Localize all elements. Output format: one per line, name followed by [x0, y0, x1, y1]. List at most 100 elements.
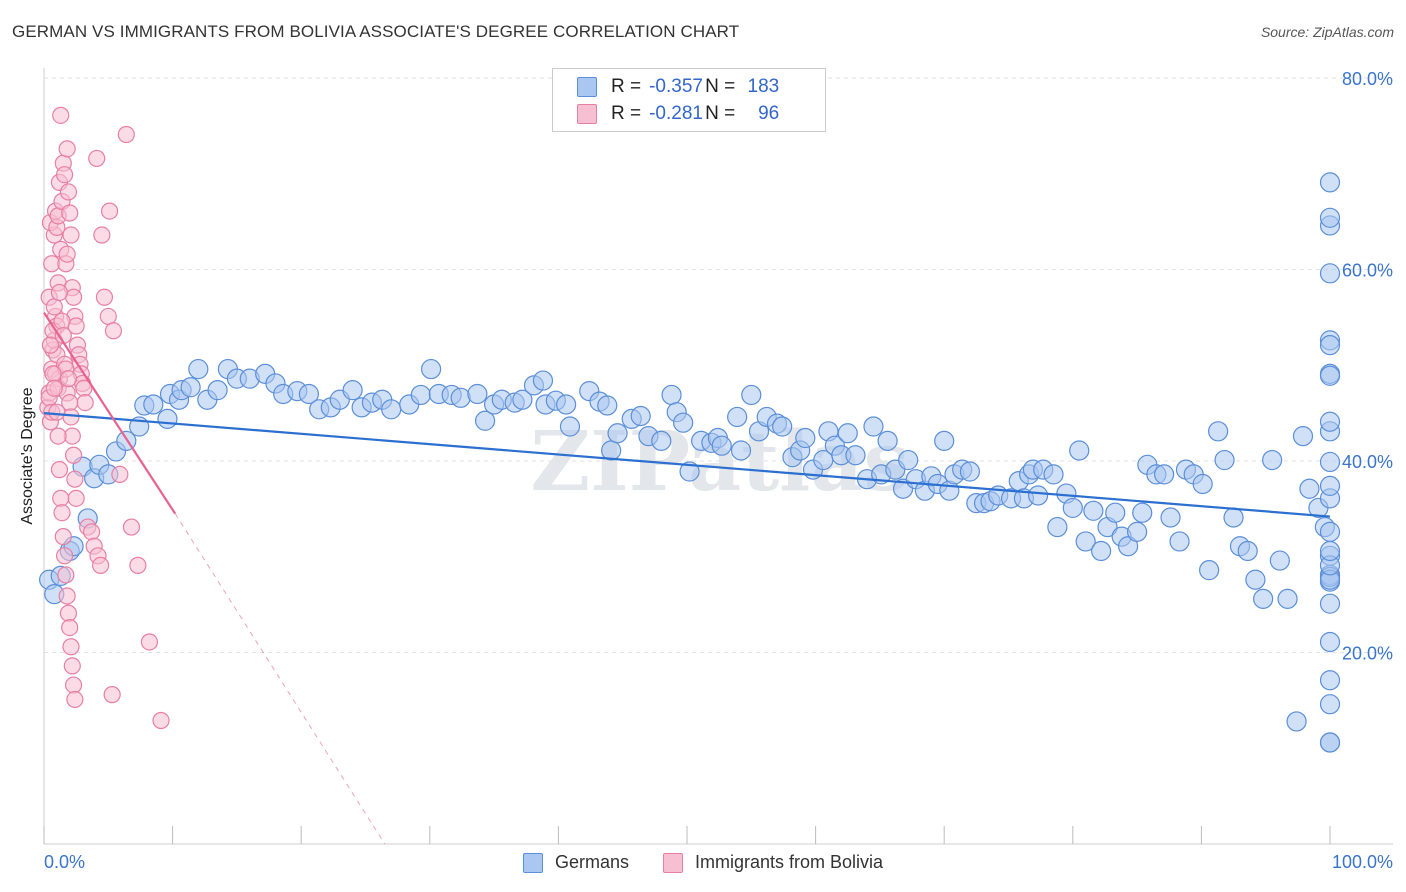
- germans-point: [1292, 426, 1314, 447]
- germans-point: [1043, 464, 1064, 485]
- legend-item-germans[interactable]: Germans: [522, 852, 629, 873]
- bolivia-point: [117, 125, 135, 144]
- germans-point: [1319, 207, 1341, 228]
- bolivia-trend-extension: [174, 513, 386, 845]
- germans-point: [342, 380, 363, 401]
- stats-row-germans: R = -0.357 N = 183: [577, 76, 779, 98]
- germans-trend-line: [43, 412, 1331, 518]
- germans-point: [1319, 172, 1341, 193]
- germans-point: [1253, 588, 1274, 609]
- germans-point: [730, 440, 752, 461]
- germans-point: [1047, 516, 1068, 538]
- germans-point: [298, 383, 320, 405]
- germans-point: [607, 423, 628, 444]
- germans-point: [467, 383, 488, 405]
- bolivia-point: [59, 183, 78, 201]
- bolivia-point: [54, 528, 72, 546]
- germans-point: [1075, 531, 1096, 552]
- source-label: Source: ZipAtlas.com: [1260, 24, 1394, 40]
- germans-point: [410, 384, 431, 406]
- germans-point: [898, 449, 919, 471]
- germans-point: [420, 358, 442, 380]
- germans-point: [711, 435, 732, 456]
- bolivia-point: [55, 166, 74, 184]
- bolivia-point: [53, 312, 71, 330]
- germans-point: [1319, 593, 1341, 614]
- bolivia-point: [66, 690, 84, 709]
- bolivia-point: [66, 470, 84, 488]
- germans-point: [1319, 263, 1341, 284]
- germans-point: [597, 395, 618, 416]
- germans-point: [651, 430, 672, 451]
- r-label: R =: [611, 76, 642, 97]
- germans-point: [1192, 473, 1213, 495]
- germans-point: [877, 430, 898, 451]
- bolivia-point: [49, 427, 67, 445]
- bolivia-point: [103, 686, 121, 704]
- r-value: -0.357: [649, 76, 703, 97]
- bolivia-point: [48, 403, 66, 421]
- germans-point: [207, 380, 228, 401]
- bolivia-point: [57, 566, 75, 584]
- y-axis-title: Associate's Degree: [19, 387, 36, 525]
- bolivia-point: [58, 587, 76, 605]
- germans-point: [1027, 485, 1049, 506]
- bolivia-point: [59, 604, 78, 622]
- germans-point: [772, 416, 793, 437]
- germans-point: [1237, 540, 1258, 562]
- germans-point: [845, 445, 866, 466]
- stats-legend: R = -0.357 N = 183 R = -0.281 N = 96: [552, 68, 826, 132]
- germans-point: [1262, 449, 1283, 471]
- legend-item-bolivia[interactable]: Immigrants from Bolivia: [662, 852, 883, 873]
- germans-point: [1319, 631, 1341, 653]
- bolivia-point: [58, 140, 76, 158]
- germans-point: [795, 427, 816, 449]
- germans-point: [556, 394, 577, 415]
- germans-swatch: [577, 77, 597, 97]
- bolivia-point: [44, 365, 62, 383]
- germans-point: [1208, 421, 1229, 442]
- bolivia-point: [64, 676, 83, 694]
- germans-point: [474, 410, 496, 431]
- n-value: 183: [747, 76, 780, 97]
- r-value: -0.281: [649, 103, 703, 124]
- bolivia-swatch: [577, 104, 597, 124]
- bolivia-point: [50, 461, 69, 479]
- series-legend: Germans Immigrants from Bolivia: [0, 852, 1406, 873]
- bolivia-point: [82, 523, 101, 541]
- germans-point: [1105, 502, 1126, 523]
- bolivia-point: [58, 245, 76, 263]
- bolivia-point: [140, 633, 159, 651]
- bolivia-point: [61, 619, 79, 637]
- bolivia-point: [63, 657, 81, 675]
- germans-point: [630, 405, 651, 427]
- germans-point: [1269, 550, 1290, 571]
- bolivia-point: [93, 226, 111, 244]
- germans-point: [1117, 536, 1139, 557]
- germans-point: [1286, 711, 1307, 732]
- bolivia-point: [88, 149, 106, 168]
- germans-point: [143, 394, 164, 415]
- bolivia-point: [104, 322, 123, 340]
- bolivia-point: [122, 518, 141, 536]
- germans-point: [1319, 540, 1341, 562]
- germans-point: [1319, 451, 1341, 473]
- bolivia-point: [99, 307, 117, 326]
- germans-point: [180, 377, 201, 398]
- bolivia-point: [52, 106, 70, 124]
- germans-point: [934, 430, 955, 451]
- germans-point: [1319, 365, 1341, 386]
- x-tick-label-min: 0.0%: [44, 852, 85, 872]
- bolivia-point: [62, 638, 80, 656]
- chart-title: GERMAN VS IMMIGRANTS FROM BOLIVIA ASSOCI…: [12, 22, 740, 41]
- bolivia-point: [91, 556, 110, 574]
- germans-point: [727, 406, 748, 428]
- germans-point: [1090, 540, 1112, 562]
- bolivia-point: [100, 202, 119, 220]
- germans-point: [1245, 569, 1266, 590]
- germans-point: [1319, 670, 1341, 691]
- y-tick-label: 60.0%: [1342, 261, 1393, 281]
- germans-point: [157, 408, 178, 429]
- germans-point: [1160, 507, 1181, 528]
- stats-row-bolivia: R = -0.281 N = 96: [577, 103, 779, 125]
